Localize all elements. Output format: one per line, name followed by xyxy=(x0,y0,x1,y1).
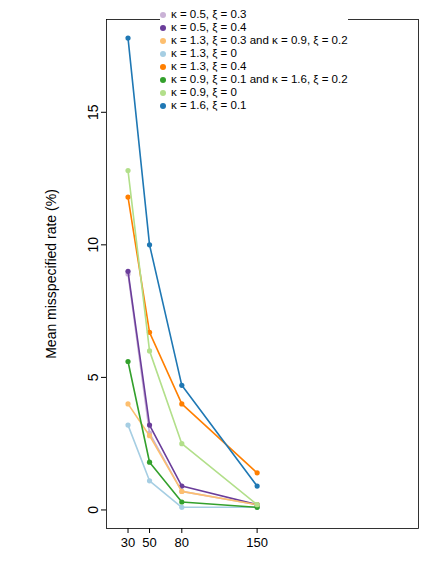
html-text:κ = 0.9, ξ = 0: κ = 0.9, ξ = 0 xyxy=(171,86,237,98)
html-text:κ = 1.6, ξ = 0.1: κ = 1.6, ξ = 0.1 xyxy=(171,99,247,111)
svg-text:15: 15 xyxy=(85,104,101,120)
svg-text:50: 50 xyxy=(142,535,156,550)
html-text:κ = 1.3, ξ = 0.3 and κ = 0.9,: κ = 1.3, ξ = 0.3 and κ = 0.9, ξ = 0.2 xyxy=(171,34,348,46)
html-text:κ = 0.5, ξ = 0.3: κ = 0.5, ξ = 0.3 xyxy=(171,8,247,20)
html-text:κ = 1.3, ξ = 0.4: κ = 1.3, ξ = 0.4 xyxy=(171,60,247,72)
svg-text:Mean misspecified rate (%): Mean misspecified rate (%) xyxy=(43,189,59,359)
html-text:κ = 0.9, ξ = 0.1 and κ = 1.6,: κ = 0.9, ξ = 0.1 and κ = 1.6, ξ = 0.2 xyxy=(171,73,348,85)
svg-text:5: 5 xyxy=(85,373,101,381)
svg-text:150: 150 xyxy=(246,535,268,550)
html-text:κ = 0.5, ξ = 0.4: κ = 0.5, ξ = 0.4 xyxy=(171,21,247,33)
svg-text:80: 80 xyxy=(175,535,189,550)
svg-text:10: 10 xyxy=(85,237,101,253)
svg-text:30: 30 xyxy=(121,535,135,550)
svg-text:0: 0 xyxy=(85,506,101,514)
html-text:κ = 1.3, ξ = 0: κ = 1.3, ξ = 0 xyxy=(171,47,237,59)
